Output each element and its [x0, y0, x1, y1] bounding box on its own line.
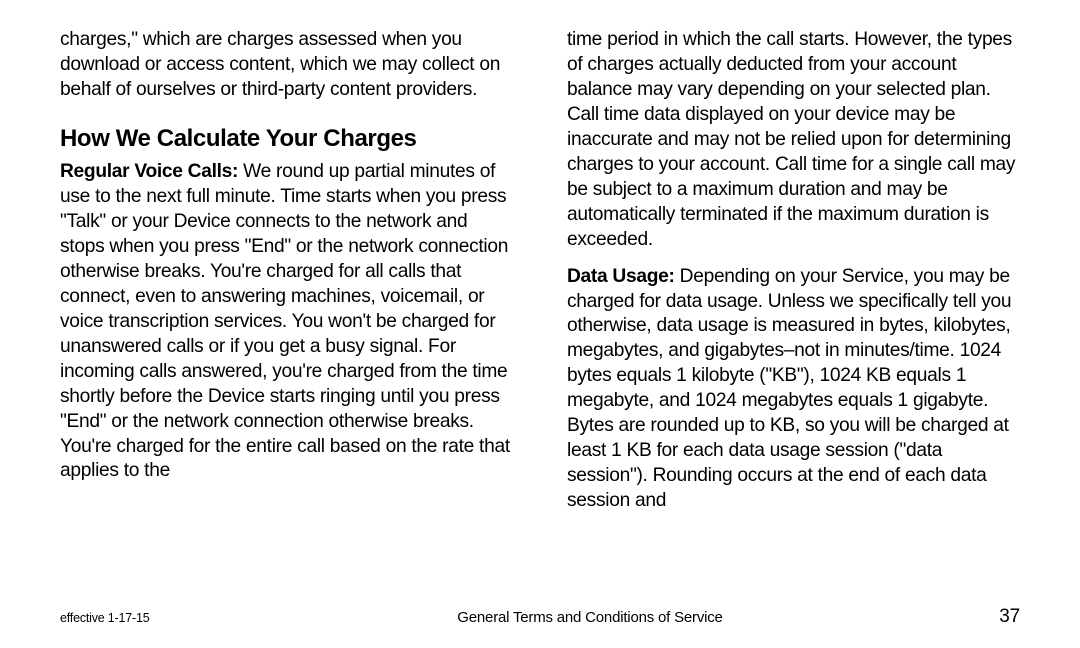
text-columns: charges," which are charges assessed whe… — [60, 28, 1020, 582]
voice-paragraph: Regular Voice Calls: We round up partial… — [60, 160, 513, 484]
page-footer: effective 1-17-15 General Terms and Cond… — [60, 582, 1020, 628]
effective-date: effective 1-17-15 — [60, 611, 149, 625]
page-number: 37 — [960, 606, 1020, 628]
continuation-paragraph: time period in which the call starts. Ho… — [567, 28, 1020, 253]
data-usage-label: Data Usage: — [567, 266, 675, 287]
voice-label: Regular Voice Calls: — [60, 161, 238, 182]
section-heading: How We Calculate Your Charges — [60, 123, 513, 154]
intro-paragraph: charges," which are charges assessed whe… — [60, 28, 513, 103]
footer-title: General Terms and Conditions of Service — [220, 609, 960, 626]
document-page: charges," which are charges assessed whe… — [0, 0, 1080, 648]
voice-body: We round up partial minutes of use to th… — [60, 161, 510, 481]
data-usage-body: Depending on your Service, you may be ch… — [567, 266, 1011, 512]
data-usage-paragraph: Data Usage: Depending on your Service, y… — [567, 265, 1020, 515]
right-column: time period in which the call starts. Ho… — [567, 28, 1020, 582]
left-column: charges," which are charges assessed whe… — [60, 28, 513, 582]
